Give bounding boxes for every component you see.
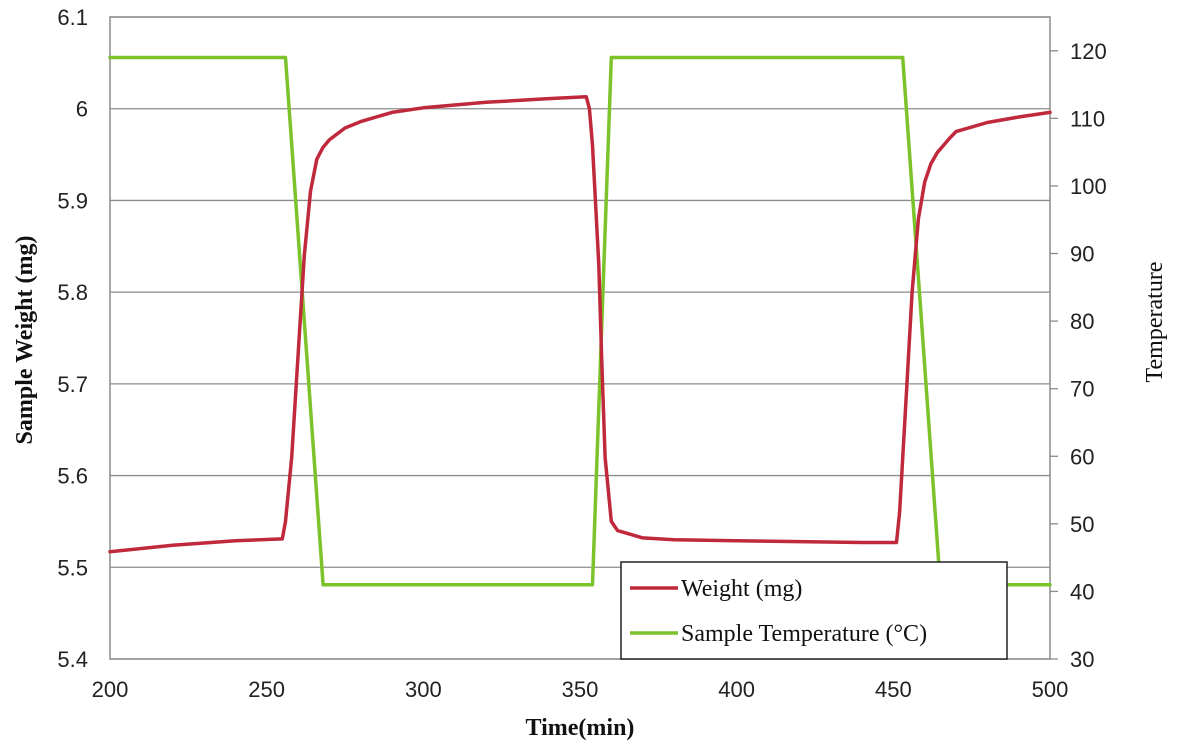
y-tick-label: 5.4 bbox=[57, 647, 88, 672]
y2-tick-label: 40 bbox=[1070, 579, 1094, 604]
x-tick-label: 250 bbox=[248, 677, 285, 702]
x-tick-label: 350 bbox=[562, 677, 599, 702]
y2-tick-label: 110 bbox=[1070, 106, 1105, 131]
y2-tick-label: 120 bbox=[1070, 39, 1107, 64]
y2-axis-ticks: 30 40 50 60 70 80 90 100 110 120 bbox=[1050, 39, 1107, 672]
legend-label-weight: Weight (mg) bbox=[681, 576, 802, 602]
y-tick-label: 5.9 bbox=[57, 188, 88, 213]
y-tick-label: 6.1 bbox=[57, 5, 88, 30]
y2-tick-label: 50 bbox=[1070, 512, 1094, 537]
y-tick-label: 6 bbox=[76, 97, 88, 122]
y-tick-label: 5.8 bbox=[57, 280, 88, 305]
x-axis-ticks: 200 250 300 350 400 450 500 bbox=[92, 677, 1069, 702]
y-tick-label: 5.6 bbox=[57, 464, 88, 489]
x-tick-label: 400 bbox=[718, 677, 755, 702]
x-tick-label: 500 bbox=[1032, 677, 1069, 702]
y-tick-label: 5.5 bbox=[57, 555, 88, 580]
y-axis-title: Sample Weight (mg) bbox=[12, 236, 38, 445]
legend: Weight (mg) Sample Temperature (°C) bbox=[620, 561, 1008, 660]
x-tick-label: 450 bbox=[875, 677, 912, 702]
legend-box bbox=[620, 561, 1008, 660]
y2-tick-label: 100 bbox=[1070, 174, 1107, 199]
legend-label-temperature: Sample Temperature (°C) bbox=[681, 621, 927, 647]
series-lines bbox=[108, 55, 1052, 587]
y2-tick-label: 80 bbox=[1070, 309, 1094, 334]
y-axis-ticks: 5.4 5.5 5.6 5.7 5.8 5.9 6 6.1 bbox=[57, 5, 88, 672]
y2-tick-label: 90 bbox=[1070, 242, 1094, 267]
y2-tick-label: 70 bbox=[1070, 377, 1094, 402]
y2-axis-title: Temperature bbox=[1142, 262, 1168, 383]
y-tick-label: 5.7 bbox=[57, 372, 88, 397]
y2-tick-label: 30 bbox=[1070, 647, 1094, 672]
x-tick-label: 300 bbox=[405, 677, 442, 702]
series-line-weight bbox=[108, 95, 1052, 554]
y2-tick-label: 60 bbox=[1070, 444, 1094, 469]
x-axis-title: Time(min) bbox=[526, 715, 635, 741]
x-tick-label: 200 bbox=[92, 677, 129, 702]
